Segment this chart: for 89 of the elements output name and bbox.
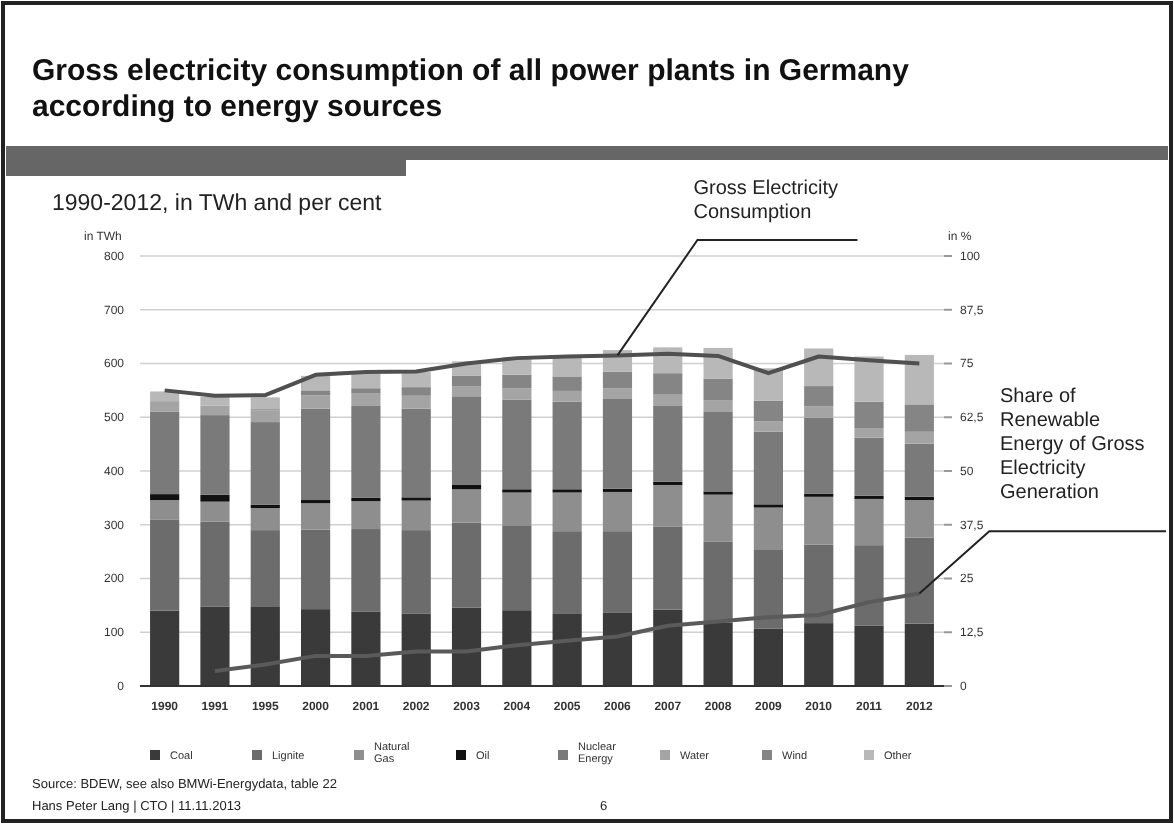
annotation: Gross Electricity Consumption	[693, 178, 838, 224]
bar	[451, 396, 482, 485]
bar	[502, 399, 532, 490]
bar	[301, 503, 331, 530]
bar	[250, 422, 280, 505]
chart-subtitle: 1990-2012, in TWh and per cent	[52, 192, 384, 216]
bar	[250, 508, 280, 531]
bar	[401, 530, 431, 614]
bar	[602, 371, 633, 389]
bar	[351, 501, 381, 530]
bar	[552, 492, 582, 532]
bar	[904, 404, 934, 432]
bar	[451, 489, 482, 523]
bar	[250, 410, 280, 423]
line-series	[212, 591, 922, 673]
bar	[401, 395, 431, 409]
bar	[703, 494, 733, 542]
bar	[552, 390, 582, 402]
bar	[653, 526, 683, 610]
bar	[753, 550, 783, 629]
bar	[250, 397, 280, 410]
bar	[653, 405, 683, 482]
bar	[200, 494, 230, 502]
bar	[200, 521, 230, 607]
bar	[804, 417, 834, 494]
bar	[804, 544, 834, 624]
bar	[602, 398, 633, 489]
bar	[401, 387, 431, 396]
bar	[703, 411, 733, 492]
bar	[904, 443, 934, 497]
bar	[854, 356, 884, 402]
bar	[552, 376, 582, 391]
bar	[351, 529, 381, 612]
bar	[904, 354, 934, 405]
bar	[502, 525, 532, 611]
bar	[904, 537, 934, 624]
bar	[904, 431, 934, 444]
bar	[804, 386, 834, 407]
bar	[602, 388, 633, 399]
bar	[502, 492, 532, 526]
bar	[301, 395, 331, 409]
bar	[200, 415, 230, 495]
bar	[753, 421, 783, 432]
bar	[150, 401, 180, 412]
text: Share of Renewable Energy of Gross Electricity Generation	[1000, 386, 1145, 505]
bar	[552, 531, 582, 614]
bar	[703, 400, 733, 412]
bar	[200, 501, 230, 522]
bar	[653, 484, 683, 527]
bar	[150, 411, 180, 495]
bar	[904, 500, 934, 538]
bar	[854, 428, 884, 438]
bar	[753, 507, 783, 551]
bar	[854, 437, 884, 496]
bar	[401, 500, 431, 531]
bar	[250, 530, 280, 607]
bar	[854, 401, 884, 428]
bar	[602, 531, 633, 613]
bar	[502, 388, 532, 400]
bar	[451, 484, 482, 490]
bar	[150, 519, 180, 611]
bar	[401, 408, 431, 498]
bar	[653, 373, 683, 395]
line-series	[162, 351, 922, 398]
bar	[301, 408, 331, 501]
bar	[854, 545, 884, 626]
bar	[351, 393, 381, 406]
bar	[451, 375, 482, 387]
bar	[502, 374, 532, 389]
bar	[602, 491, 633, 532]
bar	[401, 372, 431, 388]
bar	[351, 405, 381, 498]
bar	[804, 406, 834, 418]
bar	[351, 373, 381, 389]
bar	[301, 529, 331, 610]
bar	[753, 400, 783, 422]
bar	[703, 378, 733, 401]
bar	[753, 431, 783, 505]
bar	[653, 394, 683, 406]
bar	[451, 522, 482, 608]
bar	[200, 405, 230, 416]
bar	[552, 401, 582, 490]
bar	[451, 386, 482, 397]
bar	[804, 496, 834, 545]
bar	[150, 500, 180, 520]
chart-title: Gross electricity consumption of all power plants in Germany according to energy sources	[32, 54, 911, 124]
bar	[703, 541, 733, 623]
bar	[854, 498, 884, 546]
bar	[150, 494, 180, 501]
